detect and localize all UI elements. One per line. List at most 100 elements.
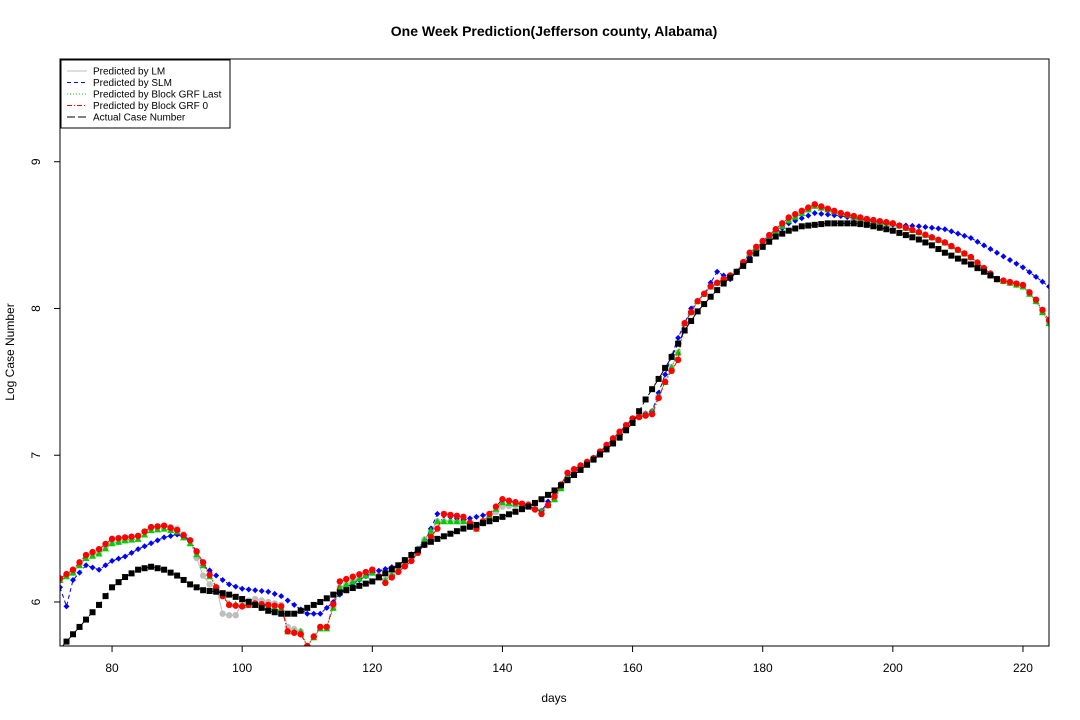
x-tick-label: 140 [492,661,512,675]
data-point [785,214,792,221]
data-point [408,557,415,565]
data-point [694,308,701,315]
data-point [115,534,122,542]
y-tick-label: 7 [29,452,43,459]
data-point [668,353,675,360]
data-point [63,603,70,610]
data-point [1019,281,1027,289]
data-point [928,224,935,231]
data-point [681,327,688,334]
series-2 [60,202,1049,646]
data-point [792,225,799,232]
data-point [922,224,929,231]
data-point [688,317,695,324]
data-point [479,512,486,519]
data-point [935,246,942,253]
data-point [948,228,955,235]
series-0 [60,202,1049,646]
data-point [967,253,975,261]
legend-entry: Predicted by Block GRF 0 [93,101,208,112]
data-point [954,246,962,253]
data-point [584,461,591,468]
x-tick-label: 200 [883,661,903,675]
data-point [310,601,317,608]
data-point [948,242,955,250]
data-point [317,598,324,605]
data-point [837,220,844,227]
data-point [779,230,786,237]
data-point [993,249,1000,256]
data-point [284,623,291,631]
data-point [1006,278,1014,286]
data-point [675,340,682,347]
data-point [271,609,278,616]
data-point [135,566,142,573]
x-axis-label: days [541,691,566,705]
data-point [655,394,662,402]
data-point [538,510,545,518]
data-point [102,540,109,548]
data-point [863,221,870,228]
data-point [167,569,174,576]
data-point [310,633,317,640]
data-point [1019,264,1026,271]
data-point [948,252,955,259]
data-point [252,601,259,608]
series-line [60,203,1049,646]
data-point [460,513,467,521]
data-point [609,435,617,442]
data-point [805,212,812,219]
data-point [909,226,916,234]
data-point [785,227,792,234]
data-point [714,287,721,294]
data-point [915,228,923,236]
data-point [89,548,96,556]
data-point [486,510,493,518]
data-point [941,249,948,256]
data-point [616,428,623,435]
data-point [421,541,428,548]
data-point [466,523,473,530]
data-point [180,532,187,539]
data-point [414,546,421,553]
data-point [876,217,884,225]
data-point [304,604,311,611]
data-point [297,631,304,638]
data-point [818,210,825,217]
data-point [1039,278,1046,285]
data-point [818,221,825,228]
data-point [701,301,708,308]
data-point [356,582,363,589]
data-point [915,223,922,230]
data-point [76,569,83,576]
data-point [759,243,766,250]
data-point [915,236,922,243]
data-point [63,638,70,645]
data-point [727,274,734,281]
data-point [713,279,721,286]
data-point [551,493,558,500]
data-point [154,523,161,530]
y-axis: 6 7 8 9 [29,158,61,605]
data-point [824,205,831,212]
y-tick-label: 8 [29,305,43,312]
data-point [60,575,64,582]
legend-entry: Predicted by Block GRF Last [93,90,222,101]
data-point [291,601,298,608]
data-point [870,223,877,230]
data-point [265,588,272,595]
data-point [635,413,643,421]
data-point [225,601,233,609]
data-point [505,511,512,518]
data-point [63,570,70,578]
data-point [395,562,402,569]
data-point [186,537,194,544]
x-tick-label: 160 [623,661,643,675]
data-point [336,578,343,585]
data-point [141,565,148,572]
data-point [258,587,265,594]
data-point [115,538,123,545]
data-point [420,536,428,543]
data-point [616,434,623,441]
data-point [824,211,831,218]
